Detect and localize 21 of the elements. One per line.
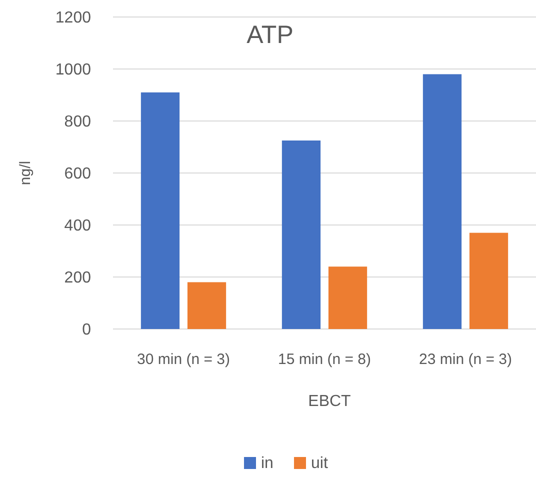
x-tick-label: 30 min (n = 3) — [137, 351, 230, 368]
bar — [469, 232, 508, 329]
y-tick-label: 400 — [64, 218, 92, 235]
bar — [187, 282, 226, 329]
y-tick-label: 600 — [64, 166, 92, 183]
x-tick-label: 15 min (n = 8) — [278, 351, 371, 368]
y-tick-label: 1200 — [55, 10, 92, 27]
y-tick-label: 1000 — [55, 62, 92, 79]
x-tick-label: 23 min (n = 3) — [419, 351, 512, 368]
bar — [328, 266, 368, 329]
y-tick-label: 800 — [64, 114, 92, 131]
legend-label: uit — [311, 455, 328, 472]
y-axis-title: ng/l — [17, 160, 34, 186]
y-tick-label: 200 — [64, 270, 92, 287]
chart-title: ATP — [246, 21, 294, 49]
bar — [282, 140, 321, 329]
legend-label: in — [261, 455, 274, 472]
bar — [140, 92, 180, 329]
bar — [422, 74, 462, 329]
y-tick-label: 0 — [82, 322, 92, 339]
x-axis-title: EBCT — [308, 393, 352, 410]
